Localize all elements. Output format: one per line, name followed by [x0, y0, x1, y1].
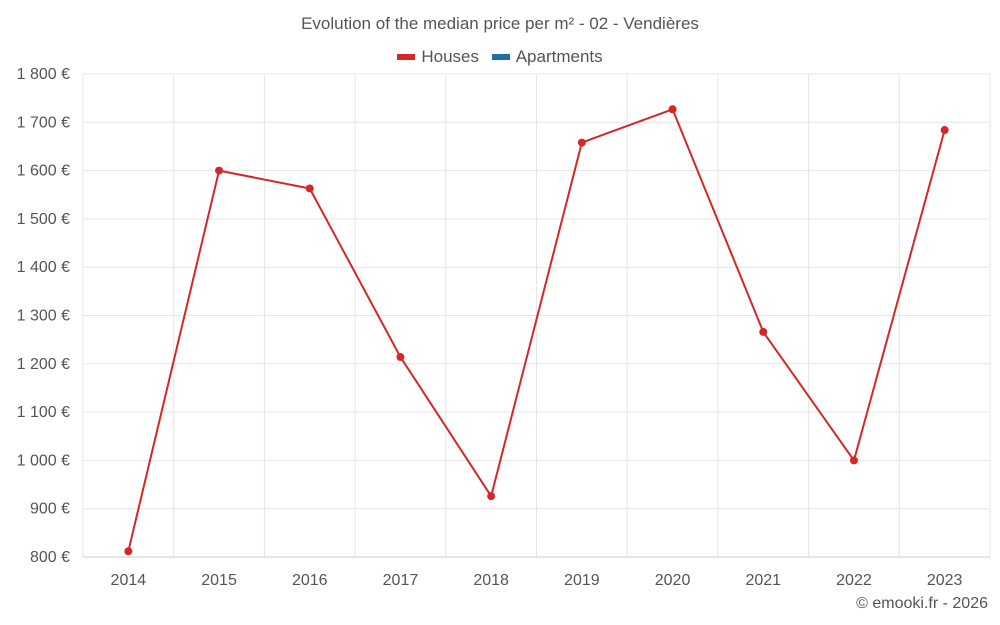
data-point	[577, 138, 586, 147]
y-tick-label: 1 700 €	[17, 114, 70, 131]
chart-title: Evolution of the median price per m² - 0…	[301, 14, 699, 33]
y-tick-label: 800 €	[30, 549, 70, 566]
x-tick-label: 2019	[564, 572, 600, 589]
data-point	[215, 166, 224, 175]
data-point	[668, 105, 677, 114]
data-point	[849, 456, 858, 465]
legend-label-apartments: Apartments	[515, 47, 603, 66]
x-tick-label: 2015	[201, 572, 237, 589]
x-tick-label: 2023	[927, 572, 963, 589]
y-tick-label: 1 300 €	[17, 308, 70, 325]
data-point	[396, 353, 405, 362]
legend-item-apartments[interactable]: Apartments	[491, 47, 603, 67]
legend-swatch-houses	[397, 54, 416, 60]
y-tick-label: 1 500 €	[17, 211, 70, 228]
y-tick-label: 1 800 €	[17, 66, 70, 83]
x-tick-label: 2014	[111, 572, 147, 589]
y-tick-label: 1 100 €	[17, 404, 70, 421]
legend-swatch-apartments	[491, 54, 510, 60]
data-point	[305, 184, 314, 193]
legend-item-houses[interactable]: Houses	[397, 47, 479, 67]
y-tick-label: 1 600 €	[17, 163, 70, 180]
copyright-footer: © emooki.fr - 2026	[856, 595, 988, 612]
data-point	[124, 547, 133, 556]
x-tick-label: 2022	[836, 572, 872, 589]
legend: Houses Apartments	[0, 45, 1000, 67]
y-tick-label: 900 €	[30, 501, 70, 518]
data-point	[940, 126, 949, 135]
y-tick-label: 1 000 €	[17, 452, 70, 469]
x-tick-label: 2020	[655, 572, 691, 589]
x-tick-label: 2017	[383, 572, 419, 589]
data-point	[487, 492, 496, 501]
data-point	[759, 327, 768, 336]
y-tick-label: 1 200 €	[17, 356, 70, 373]
series-line-houses	[127, 108, 946, 552]
x-tick-label: 2018	[473, 572, 509, 589]
y-tick-label: 1 400 €	[17, 259, 70, 276]
x-tick-label: 2021	[745, 572, 781, 589]
x-tick-label: 2016	[292, 572, 328, 589]
legend-label-houses: Houses	[421, 47, 479, 66]
